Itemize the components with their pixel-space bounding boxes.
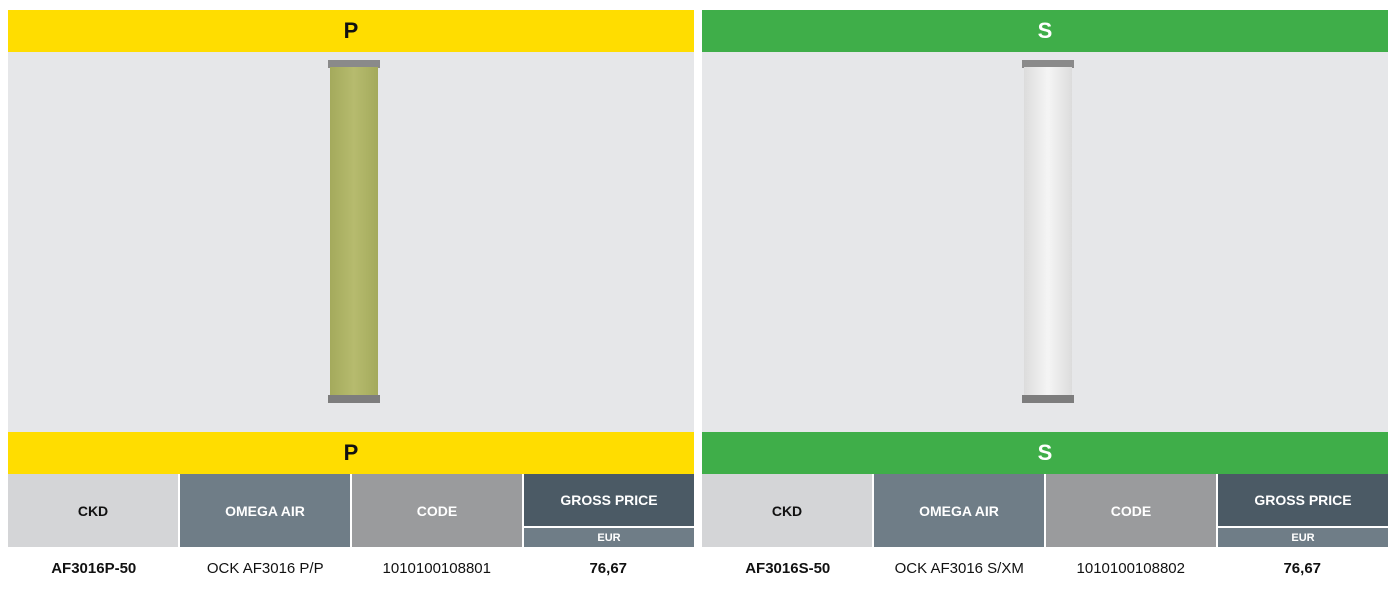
column-header: CKD [8,474,180,547]
panel-subheader: S [702,432,1388,474]
panel-subheader: P [8,432,694,474]
table-cell: AF3016S-50 [702,547,874,590]
table-cell: OCK AF3016 P/P [180,547,352,590]
product-image [702,52,1388,432]
filter-illustration [8,52,694,432]
column-header: OMEGA AIR [180,474,352,547]
currency-label: EUR [524,526,694,547]
filter-illustration [702,52,1388,432]
table-cell: AF3016P-50 [8,547,180,590]
product-image [8,52,694,432]
column-header: CODE [352,474,524,547]
currency-label: EUR [1218,526,1388,547]
column-header: CKD [702,474,874,547]
column-title: GROSS PRICE [524,474,694,526]
page: P PCKDOMEGA AIRCODEGROSS PRICEEURAF3016P… [0,0,1389,591]
table-cell: OCK AF3016 S/XM [874,547,1046,590]
table-cell: 1010100108802 [1045,547,1217,590]
column-header: CODE [1046,474,1218,547]
panel-header: P [8,10,694,52]
table-cell: 1010100108801 [351,547,523,590]
panel-header: S [702,10,1388,52]
table-cell: 76,67 [1217,547,1389,590]
column-title: GROSS PRICE [1218,474,1388,526]
column-header: OMEGA AIR [874,474,1046,547]
table-cell: 76,67 [523,547,695,590]
